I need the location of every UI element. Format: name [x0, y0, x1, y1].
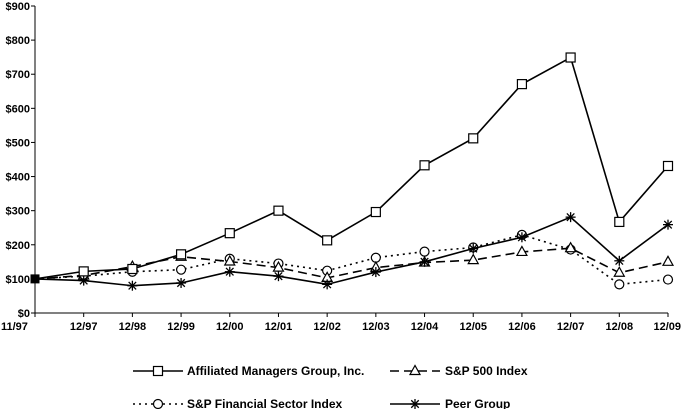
data-point: [127, 280, 138, 291]
x-tick-label: 12/06: [508, 321, 536, 333]
x-tick-label: 12/04: [411, 321, 439, 333]
legend-label: S&P Financial Sector Index: [187, 397, 342, 409]
legend-marker: [152, 365, 164, 377]
series-line: [34, 234, 669, 286]
x-tick-label: 12/01: [265, 321, 293, 333]
data-point: [662, 274, 674, 285]
data-point: [515, 245, 528, 257]
data-point: [78, 266, 89, 277]
y-tick-label: $500: [6, 137, 30, 149]
data-point: [419, 256, 430, 267]
y-tick-label: $800: [6, 35, 30, 47]
legend-label: Affiliated Managers Group, Inc.: [187, 364, 364, 378]
data-point: [127, 263, 138, 275]
x-tick-label: 12/09: [653, 321, 681, 333]
x-tick-label: 12/97: [70, 321, 98, 333]
data-point: [468, 243, 479, 254]
legend-marker: [410, 399, 420, 409]
x-tick-label: 12/03: [362, 321, 390, 333]
y-tick-label: $200: [6, 240, 30, 252]
series-line: [34, 216, 669, 287]
x-tick-label: 12/02: [313, 321, 341, 333]
data-point: [419, 246, 430, 257]
data-point: [614, 216, 625, 228]
data-point: [663, 219, 673, 230]
data-point: [78, 275, 89, 286]
legend: Affiliated Managers Group, Inc. S&P 500 I…: [133, 364, 528, 409]
x-tick-label: 12/99: [167, 321, 195, 333]
data-point: [322, 279, 333, 290]
series-sandp-financial-sector-index: [34, 229, 674, 290]
legend-label: S&P 500 Index: [445, 364, 528, 378]
x-tick-label: 12/00: [216, 321, 244, 333]
chart-axes: [34, 6, 668, 314]
data-point: [322, 235, 333, 246]
data-point: [613, 266, 626, 277]
data-point: [223, 254, 236, 266]
legend-label: Peer Group: [445, 397, 510, 409]
data-point: [176, 277, 187, 288]
data-point: [516, 79, 528, 90]
legend-item-affiliated-managers-group-inc: Affiliated Managers Group, Inc.: [133, 364, 364, 378]
data-point: [272, 260, 285, 272]
x-tick-label: 12/08: [606, 321, 634, 333]
data-point: [468, 133, 479, 144]
series-line: [34, 247, 669, 280]
data-point: [224, 266, 235, 277]
x-tick-label: 12/07: [557, 321, 585, 333]
data-point: [516, 232, 527, 243]
data-point: [370, 252, 381, 263]
series-group: [30, 52, 675, 291]
series-line: [34, 56, 669, 280]
y-tick-label: $400: [6, 172, 30, 184]
data-point: [419, 160, 430, 171]
data-point: [662, 160, 674, 172]
data-point: [565, 212, 576, 223]
y-tick-label: $600: [6, 103, 30, 115]
y-tick-label: $0: [18, 308, 30, 320]
data-point: [614, 279, 625, 290]
data-point: [273, 271, 284, 282]
x-tick-label: 12/98: [119, 321, 147, 333]
start-point: [30, 274, 40, 284]
y-axis-ticks: $0 $100 $200 $300 $400 $500 $600 $700 $800 $900: [6, 1, 35, 320]
legend-item-peer-group: Peer Group: [390, 397, 510, 409]
legend-marker: [408, 364, 422, 376]
legend-item-sandp-financial-sector-index: S&P Financial Sector Index: [133, 397, 342, 409]
data-point: [614, 255, 625, 266]
y-tick-label: $700: [6, 69, 30, 81]
data-point: [565, 52, 576, 63]
data-point: [564, 241, 577, 253]
x-axis-ticks: 11/97 12/97 12/98 12/99 12/00 12/01 12/02 12/03…: [1, 313, 681, 333]
legend-marker: [152, 398, 164, 409]
data-point: [661, 255, 675, 266]
series-peer-group: [34, 212, 673, 291]
data-point: [467, 253, 480, 265]
data-point: [175, 249, 187, 260]
data-point: [370, 267, 381, 278]
x-tick-label: 11/97: [1, 321, 28, 333]
data-point: [370, 206, 381, 218]
y-tick-label: $100: [6, 274, 30, 286]
y-tick-label: $900: [6, 1, 30, 13]
legend-item-sandp-500-index: S&P 500 Index: [390, 364, 528, 378]
y-tick-label: $300: [6, 206, 30, 218]
data-point: [224, 228, 235, 239]
data-point: [175, 264, 187, 275]
series-affiliated-managers-group-inc: [34, 52, 674, 280]
x-tick-label: 12/05: [459, 321, 487, 333]
data-point: [273, 205, 284, 216]
